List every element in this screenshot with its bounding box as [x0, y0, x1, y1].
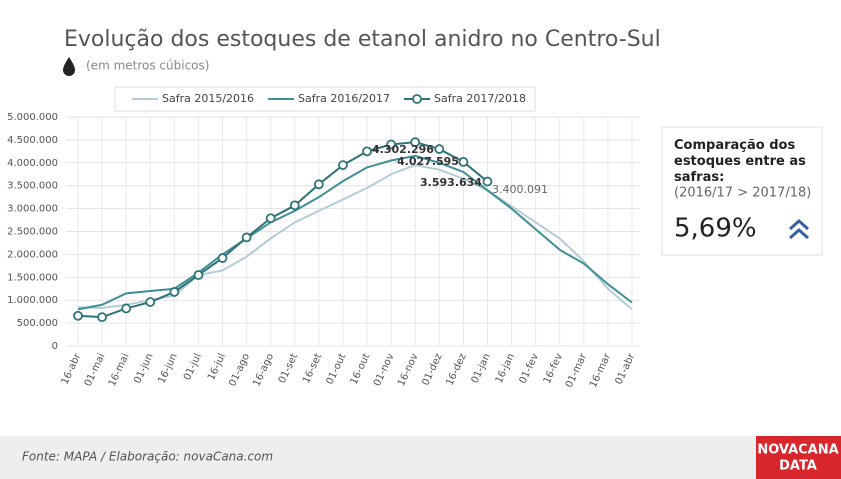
point [289, 200, 300, 211]
annotation: 3.593.634 [420, 176, 482, 189]
x-tick-label: 16-jan [494, 352, 517, 385]
x-tick-label: 16-abr [60, 351, 84, 386]
x-tick-label: 16-fev [542, 352, 565, 386]
logo-top: NOVACANA [757, 443, 838, 458]
logo [756, 436, 841, 479]
panel-heading: Comparação dos estoques entre as safras: [674, 138, 806, 185]
point [482, 176, 493, 187]
point [145, 297, 156, 307]
point [241, 232, 252, 243]
point [169, 287, 180, 297]
point [458, 156, 469, 167]
y-tick-label: 2.000.000 [7, 249, 58, 260]
x-tick-label: 01-set [277, 352, 300, 385]
legend-label: Safra 2017/2018 [434, 92, 526, 105]
point [386, 139, 397, 150]
y-tick-label: 5.000.000 [7, 112, 58, 123]
x-tick-label: 01-fev [518, 352, 541, 386]
footer [0, 436, 841, 479]
y-tick-label: 3.500.000 [7, 181, 58, 192]
point [362, 146, 372, 157]
subtitle: (em metros cúbicos) [86, 59, 209, 73]
point [434, 144, 445, 154]
drop-icon [63, 57, 75, 76]
point [121, 303, 132, 314]
logo-bottom: DATA [779, 459, 817, 474]
y-tick-label: 4.500.000 [7, 135, 58, 146]
point [217, 253, 228, 263]
point [410, 137, 421, 148]
y-tick-label: 0 [52, 341, 58, 352]
annotation: 4.027.595 [397, 155, 459, 168]
series-line [77, 154, 633, 311]
x-tick-label: 16-mai [107, 352, 132, 388]
x-tick-label: 01-out [325, 352, 349, 387]
x-tick-label: 16-jul [206, 352, 228, 382]
point [313, 179, 324, 190]
y-tick-label: 2.500.000 [7, 227, 58, 238]
legend-label: Safra 2016/2017 [298, 92, 390, 105]
annotation: 4.302.296 [372, 143, 434, 156]
x-tick-label: 16-out [349, 352, 373, 387]
y-tick-label: 500.000 [17, 318, 58, 329]
legend [114, 86, 536, 112]
point [97, 312, 107, 323]
point [265, 213, 276, 224]
x-tick-label: 01-jul [182, 352, 204, 382]
legend-marker [412, 94, 422, 104]
legend-label: Safra 2015/2016 [162, 92, 254, 105]
x-tick-label: 16-jun [156, 352, 179, 385]
up-icon [789, 218, 809, 240]
y-tick-label: 1.000.000 [7, 295, 58, 306]
y-tick-label: 1.500.000 [7, 272, 58, 283]
x-tick-label: 16-mar [588, 351, 614, 389]
x-tick-label: 01-abr [614, 351, 638, 386]
chart-title: Evolução dos estoques de etanol anidro n… [64, 27, 661, 52]
panel-value: 5,69% [674, 214, 757, 244]
annotation: 3.400.091 [492, 183, 548, 196]
source: Fonte: MAPA / Elaboração: novaCana.com [22, 450, 273, 464]
panel-condition: (2016/17 > 2017/18) [674, 186, 811, 201]
point [338, 160, 348, 170]
point [73, 310, 83, 321]
x-tick-label: 01-mar [564, 351, 590, 389]
x-tick-label: 01-jan [470, 352, 493, 385]
x-tick-label: 16-dez [444, 352, 468, 388]
x-tick-label: 01-jun [132, 352, 155, 385]
x-tick-label: 16-nov [396, 352, 421, 388]
x-tick-label: 01-dez [420, 352, 444, 388]
y-tick-label: 3.000.000 [7, 204, 58, 215]
x-tick-label: 01-nov [372, 352, 397, 388]
x-tick-label: 01-mai [83, 352, 108, 388]
x-tick-label: 16-ago [251, 352, 276, 388]
series-line [77, 164, 633, 311]
x-tick-label: 16-set [301, 352, 324, 385]
point [193, 270, 204, 280]
x-tick-label: 01-ago [227, 352, 252, 388]
y-tick-label: 4.000.000 [7, 158, 58, 169]
